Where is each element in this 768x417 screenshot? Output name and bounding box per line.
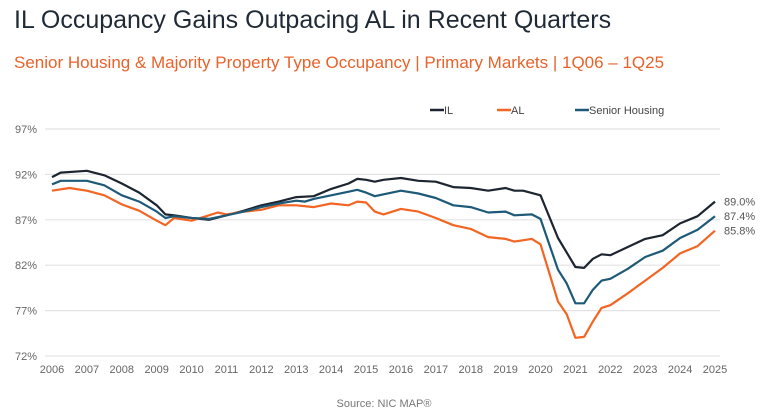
x-tick-label: 2018: [458, 364, 482, 376]
x-tick-label: 2025: [703, 364, 727, 376]
y-tick-label: 92%: [15, 169, 37, 181]
x-tick-label: 2011: [215, 364, 239, 376]
x-tick-label: 2014: [319, 364, 343, 376]
x-tick-label: 2015: [354, 364, 378, 376]
y-tick-label: 72%: [15, 351, 37, 363]
chart-title: IL Occupancy Gains Outpacing AL in Recen…: [14, 6, 612, 34]
x-tick-label: 2023: [633, 364, 657, 376]
end-value-label: 89.0%: [724, 197, 755, 209]
x-tick-label: 2007: [75, 364, 99, 376]
x-tick-label: 2020: [528, 364, 552, 376]
x-tick-label: 2016: [389, 364, 413, 376]
end-value-label: 87.4%: [724, 211, 755, 223]
x-tick-label: 2013: [284, 364, 308, 376]
y-tick-label: 77%: [15, 306, 37, 318]
x-tick-label: 2010: [179, 364, 203, 376]
legend-label: IL: [444, 105, 453, 117]
x-tick-label: 2006: [40, 364, 64, 376]
series-line-senior-housing: [51, 179, 716, 305]
series-line-al: [51, 186, 716, 339]
chart-subtitle: Senior Housing & Majority Property Type …: [14, 53, 665, 72]
x-tick-label: 2009: [144, 364, 168, 376]
x-tick-label: 2022: [598, 364, 622, 376]
y-tick-label: 97%: [15, 124, 37, 136]
legend-label: Senior Housing: [589, 105, 664, 117]
x-tick-label: 2012: [249, 364, 273, 376]
source-note: Source: NIC MAP®: [336, 398, 432, 410]
x-tick-label: 2021: [563, 364, 587, 376]
x-tick-label: 2008: [110, 364, 134, 376]
y-tick-label: 87%: [15, 215, 37, 227]
x-tick-label: 2017: [424, 364, 448, 376]
series-line-il: [51, 169, 716, 269]
x-tick-label: 2024: [668, 364, 692, 376]
end-value-label: 85.8%: [724, 226, 755, 238]
x-tick-label: 2019: [493, 364, 517, 376]
y-tick-label: 82%: [15, 260, 37, 272]
legend-label: AL: [511, 105, 524, 117]
